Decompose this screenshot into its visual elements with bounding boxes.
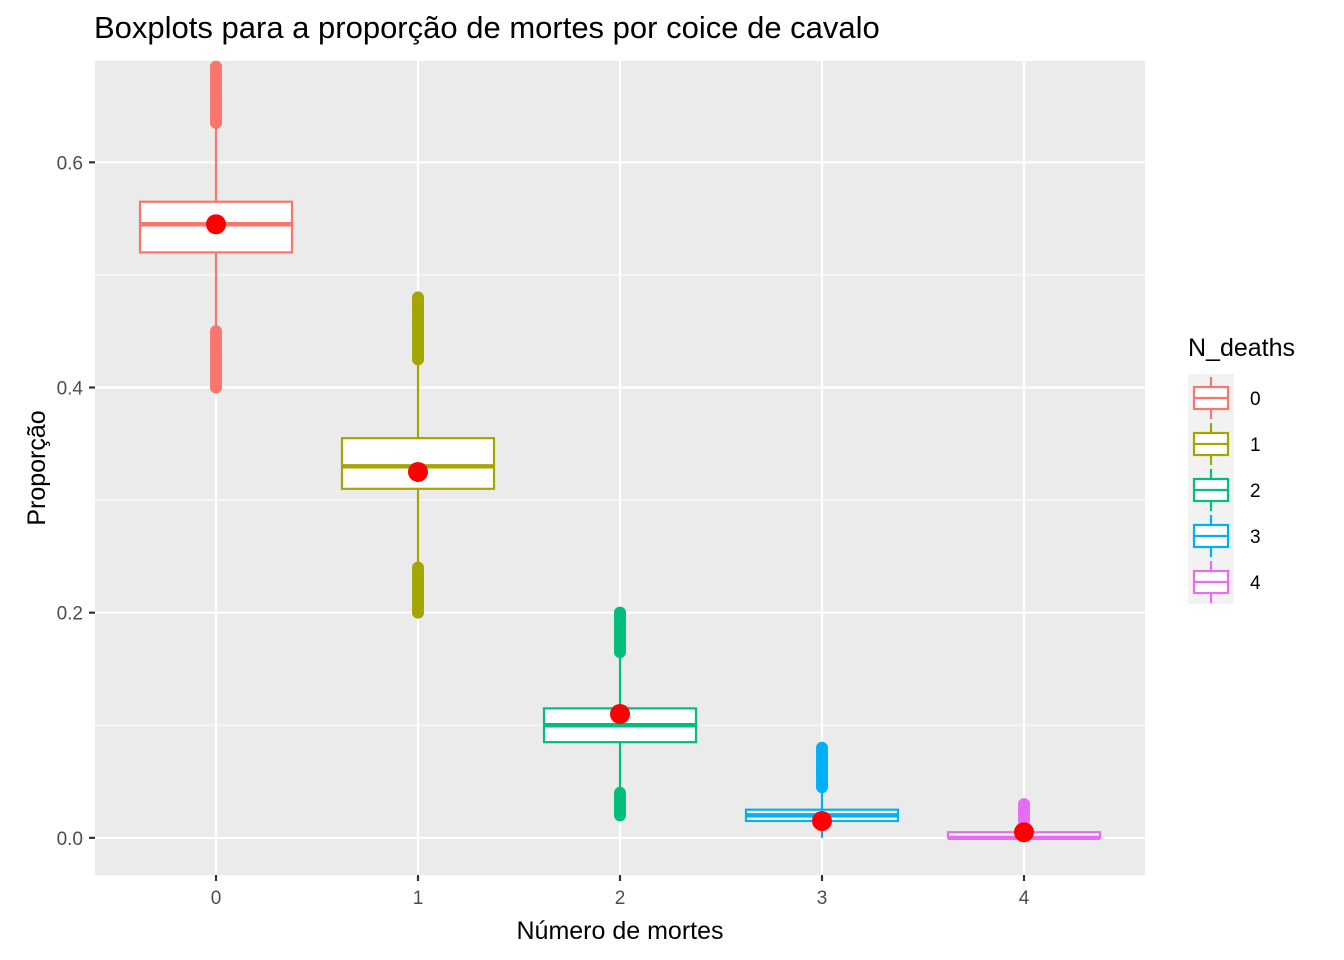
outlier-point-high <box>1018 798 1030 811</box>
chart-title: Boxplots para a proporção de mortes por … <box>94 10 880 45</box>
legend-label: 4 <box>1250 573 1261 594</box>
legend-label: 3 <box>1250 527 1261 548</box>
legend-label: 0 <box>1250 389 1261 410</box>
legend-items: 0 1 2 3 4 <box>1188 374 1261 604</box>
legend-item-3: 3 <box>1192 515 1261 557</box>
box-2 <box>542 606 698 822</box>
outlier-point-low <box>614 786 626 799</box>
box-0 <box>138 60 294 394</box>
x-tick-label: 0 <box>211 888 222 909</box>
legend-item-0: 0 <box>1192 377 1261 419</box>
legend-title: N_deaths <box>1188 334 1295 362</box>
x-tick-label: 2 <box>615 888 626 909</box>
legend: N_deaths 0 1 2 3 4 <box>1188 334 1295 604</box>
y-tick-label: 0.2 <box>57 604 83 625</box>
mean-marker <box>408 461 428 482</box>
x-axis-title: Número de mortes <box>516 917 723 945</box>
y-tick-label: 0.0 <box>57 829 83 850</box>
outlier-point-high <box>210 60 222 73</box>
mean-marker <box>812 810 832 831</box>
y-axis: 0.0 0.2 0.4 0.6 <box>57 153 95 850</box>
outlier-point-high <box>614 606 626 619</box>
y-tick-label: 0.4 <box>57 379 84 400</box>
outlier-point-low <box>412 561 424 574</box>
y-tick-label: 0.6 <box>57 153 83 174</box>
x-tick-label: 4 <box>1019 888 1030 909</box>
x-axis: 0 1 2 3 4 <box>211 875 1030 909</box>
outlier-point-high <box>412 291 424 304</box>
x-tick-label: 3 <box>817 888 828 909</box>
outlier-point-low <box>210 325 222 338</box>
mean-marker <box>1014 822 1034 843</box>
legend-item-2: 2 <box>1192 469 1261 511</box>
legend-item-1: 1 <box>1192 423 1261 465</box>
x-tick-label: 1 <box>413 888 424 909</box>
legend-label: 2 <box>1250 481 1261 502</box>
mean-marker <box>206 214 226 235</box>
box-1 <box>340 291 496 619</box>
box-4 <box>946 798 1102 843</box>
outlier-point-high <box>816 741 828 754</box>
mean-marker <box>610 704 630 725</box>
legend-label: 1 <box>1250 435 1261 456</box>
y-axis-title: Proporção <box>23 410 51 525</box>
legend-item-4: 4 <box>1192 561 1261 603</box>
boxes <box>138 60 1102 843</box>
box-3 <box>744 741 900 838</box>
box-iqr <box>138 200 294 254</box>
